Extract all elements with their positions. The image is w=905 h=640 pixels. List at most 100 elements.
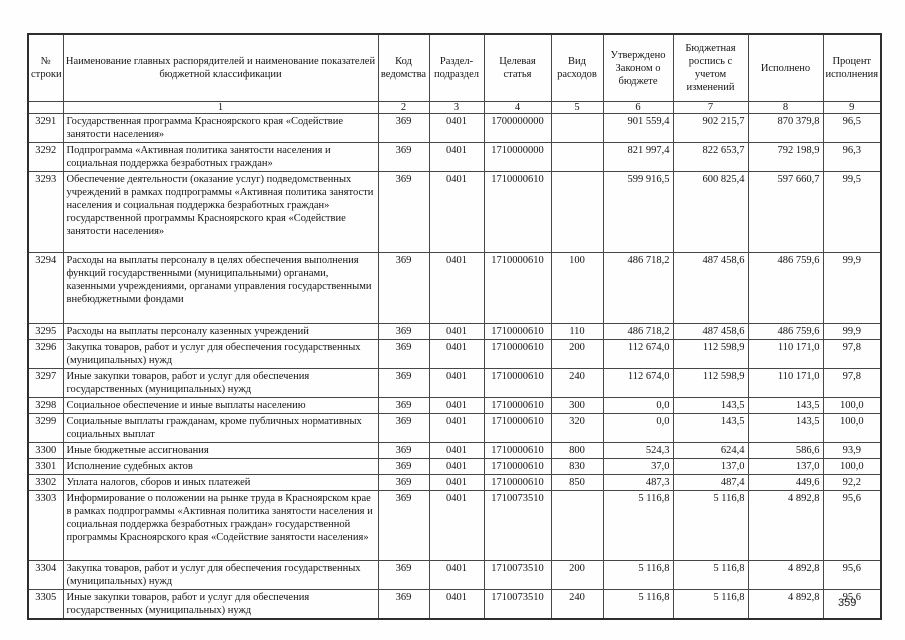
cell-name: Иные бюджетные ассигнования	[62, 442, 379, 459]
cell-expense-type: 100	[550, 252, 604, 324]
cell-target-article: 1710073510	[483, 589, 552, 620]
cell-revised-amount: 902 215,7	[672, 113, 749, 143]
cell-department-code: 369	[377, 474, 430, 491]
cell-target-article: 1710000000	[483, 142, 552, 172]
cell-expense-type: 850	[550, 474, 604, 491]
cell-executed-amount: 4 892,8	[747, 589, 824, 620]
cell-revised-amount: 487 458,6	[672, 323, 749, 340]
cell-name: Обеспечение деятельности (оказание услуг…	[62, 171, 379, 253]
column-header: Вид расходов	[550, 33, 604, 102]
cell-approved-amount: 599 916,5	[602, 171, 674, 253]
cell-section-code: 0401	[428, 397, 485, 414]
column-header: Код ведомства	[377, 33, 430, 102]
table-row: 3304 Закупка товаров, работ и услуг для о…	[27, 560, 882, 590]
cell-execution-percent: 95,6	[822, 589, 882, 620]
cell-executed-amount: 792 198,9	[747, 142, 824, 172]
cell-execution-percent: 93,9	[822, 442, 882, 459]
cell-line-number: 3305	[27, 589, 64, 620]
cell-execution-percent: 100,0	[822, 397, 882, 414]
cell-name: Иные закупки товаров, работ и услуг для …	[62, 368, 379, 398]
column-header: № строки	[27, 33, 64, 102]
cell-target-article: 1710073510	[483, 490, 552, 561]
cell-expense-type: 240	[550, 368, 604, 398]
cell-target-article: 1710000610	[483, 442, 552, 459]
cell-approved-amount: 524,3	[602, 442, 674, 459]
cell-department-code: 369	[377, 368, 430, 398]
column-number: 4	[483, 101, 552, 114]
column-number: 3	[428, 101, 485, 114]
cell-name: Социальные выплаты гражданам, кроме публ…	[62, 413, 379, 443]
table-row: 3298 Социальное обеспечение и иные выплат…	[27, 397, 882, 414]
cell-section-code: 0401	[428, 113, 485, 143]
cell-revised-amount: 5 116,8	[672, 589, 749, 620]
cell-execution-percent: 92,2	[822, 474, 882, 491]
cell-section-code: 0401	[428, 589, 485, 620]
cell-line-number: 3297	[27, 368, 64, 398]
cell-revised-amount: 487,4	[672, 474, 749, 491]
cell-line-number: 3291	[27, 113, 64, 143]
cell-department-code: 369	[377, 490, 430, 561]
cell-department-code: 369	[377, 413, 430, 443]
table-row: 3296 Закупка товаров, работ и услуг для о…	[27, 339, 882, 369]
cell-expense-type: 800	[550, 442, 604, 459]
cell-execution-percent: 99,9	[822, 252, 882, 324]
budget-table: № строки Наименование главных распорядите…	[27, 33, 882, 620]
cell-executed-amount: 4 892,8	[747, 560, 824, 590]
cell-section-code: 0401	[428, 490, 485, 561]
cell-department-code: 369	[377, 442, 430, 459]
cell-section-code: 0401	[428, 339, 485, 369]
cell-approved-amount: 5 116,8	[602, 589, 674, 620]
cell-line-number: 3299	[27, 413, 64, 443]
cell-section-code: 0401	[428, 323, 485, 340]
table-row: 3303 Информирование о положении на рынке …	[27, 490, 882, 561]
table-row: 3294 Расходы на выплаты персоналу в целях…	[27, 252, 882, 324]
cell-section-code: 0401	[428, 442, 485, 459]
column-header: Наименование главных распорядителей и на…	[62, 33, 379, 102]
column-header: Раздел-подраздел	[428, 33, 485, 102]
cell-approved-amount: 112 674,0	[602, 339, 674, 369]
cell-executed-amount: 870 379,8	[747, 113, 824, 143]
column-number: 5	[550, 101, 604, 114]
cell-name: Исполнение судебных актов	[62, 458, 379, 475]
cell-approved-amount: 0,0	[602, 397, 674, 414]
cell-execution-percent: 96,3	[822, 142, 882, 172]
cell-name: Расходы на выплаты персоналу в целях обе…	[62, 252, 379, 324]
cell-name: Социальное обеспечение и иные выплаты на…	[62, 397, 379, 414]
cell-expense-type: 200	[550, 339, 604, 369]
cell-expense-type: 200	[550, 560, 604, 590]
cell-target-article: 1710000610	[483, 368, 552, 398]
cell-executed-amount: 110 171,0	[747, 368, 824, 398]
cell-revised-amount: 112 598,9	[672, 339, 749, 369]
cell-approved-amount: 486 718,2	[602, 252, 674, 324]
cell-department-code: 369	[377, 142, 430, 172]
cell-expense-type	[550, 490, 604, 561]
cell-approved-amount: 112 674,0	[602, 368, 674, 398]
cell-target-article: 1710073510	[483, 560, 552, 590]
column-header: Целевая статья	[483, 33, 552, 102]
cell-approved-amount: 37,0	[602, 458, 674, 475]
column-header: Исполнено	[747, 33, 824, 102]
cell-department-code: 369	[377, 323, 430, 340]
cell-department-code: 369	[377, 397, 430, 414]
cell-line-number: 3298	[27, 397, 64, 414]
cell-section-code: 0401	[428, 142, 485, 172]
cell-department-code: 369	[377, 458, 430, 475]
cell-line-number: 3296	[27, 339, 64, 369]
cell-expense-type: 830	[550, 458, 604, 475]
cell-section-code: 0401	[428, 252, 485, 324]
table-row: 3302 Уплата налогов, сборов и иных платеж…	[27, 474, 882, 491]
cell-name: Закупка товаров, работ и услуг для обесп…	[62, 560, 379, 590]
cell-revised-amount: 822 653,7	[672, 142, 749, 172]
cell-target-article: 1710000610	[483, 413, 552, 443]
cell-approved-amount: 0,0	[602, 413, 674, 443]
cell-expense-type: 320	[550, 413, 604, 443]
cell-execution-percent: 100,0	[822, 458, 882, 475]
cell-name: Закупка товаров, работ и услуг для обесп…	[62, 339, 379, 369]
cell-department-code: 369	[377, 171, 430, 253]
cell-line-number: 3292	[27, 142, 64, 172]
cell-line-number: 3294	[27, 252, 64, 324]
cell-execution-percent: 100,0	[822, 413, 882, 443]
column-number: 2	[377, 101, 430, 114]
